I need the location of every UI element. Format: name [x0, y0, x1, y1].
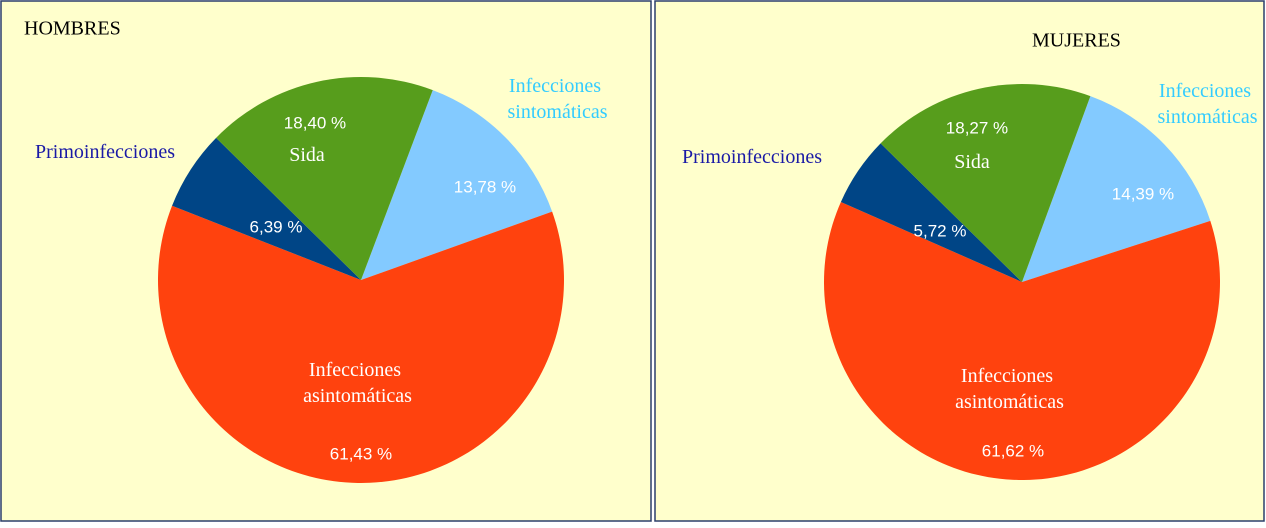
- pie-slice: [1022, 96, 1211, 283]
- pie-slice: [157, 205, 564, 484]
- slice-label: Infecciones sintomáticas: [1153, 80, 1258, 128]
- value-label: 6,39 %: [250, 217, 303, 236]
- pie-slice: [823, 201, 1220, 480]
- slice-label: Sida: [954, 151, 990, 173]
- slice-label-line: Infecciones: [961, 365, 1053, 387]
- slice-label: Infecciones asintomáticas: [950, 365, 1064, 413]
- slice-label: Infecciones sintomáticas: [503, 75, 608, 123]
- slice-label-line: Infecciones: [1159, 80, 1251, 102]
- pie-slice: [361, 90, 553, 280]
- value-label: 13,78 %: [454, 177, 516, 196]
- slice-label-line: Infecciones: [309, 359, 401, 381]
- slice-label-line: asintomáticas: [950, 391, 1064, 413]
- slice-label-line: Sida: [954, 151, 990, 173]
- slice-label: Primoinfecciones: [682, 146, 822, 168]
- chart-title: MUJERES: [1032, 30, 1121, 52]
- value-label: 14,39 %: [1112, 184, 1174, 203]
- slice-label-line: Primoinfecciones: [35, 141, 175, 163]
- value-label: 5,72 %: [914, 221, 967, 240]
- slice-label-line: Sida: [289, 144, 325, 166]
- slice-label-line: Infecciones: [509, 75, 601, 97]
- slice-label-line: asintomáticas: [298, 385, 412, 407]
- pie-slice: [880, 84, 1091, 283]
- pie-slice: [172, 137, 361, 280]
- value-label: 18,40 %: [284, 113, 346, 132]
- slice-label: Primoinfecciones: [35, 141, 175, 163]
- slice-label: Sida: [289, 144, 325, 166]
- slice-label-line: sintomáticas: [1153, 106, 1258, 128]
- slice-label: Infecciones asintomáticas: [298, 359, 412, 407]
- pie-slice: [840, 143, 1022, 282]
- slice-label-line: sintomáticas: [503, 101, 608, 123]
- chart-title: HOMBRES: [24, 18, 121, 40]
- value-label: 61,62 %: [982, 441, 1044, 460]
- value-label: 18,27 %: [946, 118, 1008, 137]
- slice-label-line: Primoinfecciones: [682, 146, 822, 168]
- value-label: 61,43 %: [330, 444, 392, 463]
- pie-slice: [216, 77, 433, 281]
